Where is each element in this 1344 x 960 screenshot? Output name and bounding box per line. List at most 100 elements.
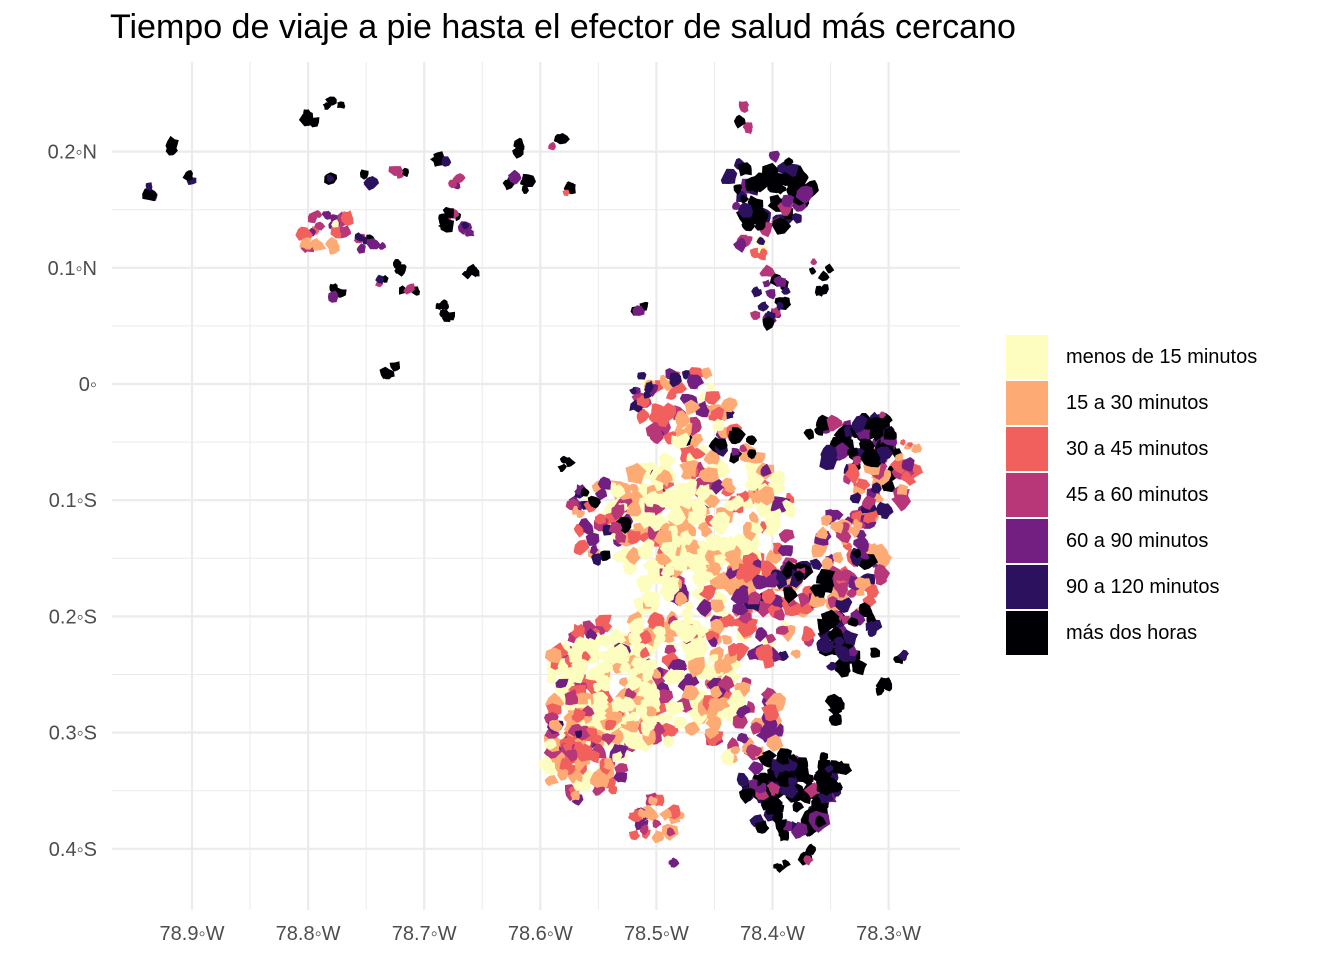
travel-time-area bbox=[858, 550, 870, 560]
travel-time-area bbox=[847, 448, 859, 457]
travel-time-area bbox=[911, 443, 923, 454]
travel-time-area bbox=[659, 808, 672, 821]
travel-time-area bbox=[670, 432, 691, 451]
travel-time-area bbox=[709, 511, 731, 532]
travel-time-area bbox=[698, 467, 719, 483]
travel-time-area bbox=[793, 570, 804, 582]
travel-time-area bbox=[684, 721, 701, 736]
travel-time-area bbox=[379, 366, 392, 379]
travel-time-area bbox=[736, 704, 751, 719]
legend-label: 45 a 60 minutos bbox=[1066, 483, 1209, 506]
travel-time-area bbox=[710, 599, 725, 613]
travel-time-area bbox=[585, 532, 600, 546]
travel-time-area bbox=[698, 584, 717, 602]
travel-time-area bbox=[608, 784, 618, 795]
travel-time-area bbox=[901, 457, 915, 472]
travel-time-area bbox=[639, 512, 657, 529]
travel-time-area bbox=[830, 521, 844, 534]
travel-time-area bbox=[626, 499, 642, 517]
legend-swatch bbox=[1006, 335, 1048, 379]
travel-time-area bbox=[544, 647, 562, 664]
travel-time-area bbox=[771, 810, 783, 825]
travel-time-area bbox=[430, 154, 444, 167]
travel-time-area bbox=[883, 427, 897, 440]
travel-time-area bbox=[704, 546, 724, 567]
travel-time-area bbox=[697, 521, 710, 532]
travel-time-area bbox=[776, 301, 784, 311]
travel-time-area bbox=[875, 685, 885, 696]
travel-time-area bbox=[601, 733, 616, 746]
x-tick-label: 78.8◦W bbox=[276, 923, 341, 945]
travel-time-area bbox=[642, 659, 659, 673]
travel-time-area bbox=[543, 737, 557, 750]
travel-time-area bbox=[882, 680, 893, 692]
travel-time-area bbox=[565, 457, 576, 468]
travel-time-area bbox=[625, 720, 639, 733]
travel-time-area bbox=[625, 546, 642, 565]
travel-time-area bbox=[625, 462, 647, 485]
travel-time-area bbox=[730, 746, 741, 755]
travel-time-area bbox=[652, 819, 662, 829]
legend-swatch bbox=[1006, 473, 1048, 517]
travel-time-area bbox=[820, 556, 834, 571]
travel-time-area bbox=[803, 782, 821, 799]
travel-time-area bbox=[832, 552, 844, 564]
travel-time-area bbox=[563, 712, 573, 722]
travel-time-area bbox=[853, 535, 869, 555]
travel-time-area bbox=[573, 779, 583, 792]
travel-time-area bbox=[696, 540, 709, 549]
travel-time-area bbox=[696, 598, 713, 617]
travel-time-area bbox=[770, 508, 782, 521]
travel-time-area bbox=[740, 533, 760, 553]
y-tick-label: 0.3◦S bbox=[49, 723, 97, 745]
travel-time-area bbox=[901, 470, 911, 482]
travel-time-area bbox=[704, 667, 715, 681]
travel-time-area bbox=[645, 421, 662, 439]
travel-time-area bbox=[339, 225, 352, 239]
travel-time-area bbox=[439, 309, 449, 318]
legend-item: 15 a 30 minutos bbox=[1006, 380, 1257, 426]
travel-time-area bbox=[705, 561, 722, 576]
travel-time-area bbox=[591, 734, 602, 744]
travel-time-area bbox=[748, 511, 759, 524]
travel-time-area bbox=[638, 661, 648, 672]
travel-time-area bbox=[595, 692, 609, 708]
travel-time-area bbox=[824, 764, 834, 773]
travel-time-area bbox=[573, 741, 584, 752]
travel-time-area bbox=[783, 586, 798, 604]
travel-time-regions bbox=[142, 96, 923, 873]
travel-time-area bbox=[626, 703, 636, 712]
travel-time-area bbox=[736, 772, 750, 788]
travel-time-area bbox=[636, 395, 650, 409]
travel-time-area bbox=[754, 820, 770, 834]
travel-time-area bbox=[309, 117, 320, 128]
travel-time-area bbox=[574, 730, 582, 739]
travel-time-area bbox=[605, 719, 617, 731]
travel-time-area bbox=[790, 649, 801, 659]
travel-time-area bbox=[755, 627, 768, 643]
travel-time-area bbox=[618, 677, 629, 687]
y-tick-label: 0.1◦N bbox=[48, 258, 97, 280]
travel-time-area bbox=[652, 668, 662, 679]
travel-time-area bbox=[555, 678, 569, 689]
travel-time-area bbox=[595, 614, 612, 627]
travel-time-area bbox=[705, 381, 717, 391]
travel-time-area bbox=[853, 518, 863, 530]
x-tick-label: 78.7◦W bbox=[392, 923, 457, 945]
travel-time-area bbox=[375, 274, 384, 284]
travel-time-area bbox=[810, 258, 818, 266]
travel-time-area bbox=[755, 644, 773, 661]
travel-time-area bbox=[899, 439, 906, 446]
travel-time-area bbox=[763, 658, 775, 669]
travel-time-area bbox=[674, 483, 691, 499]
travel-time-area bbox=[746, 235, 753, 243]
travel-time-area bbox=[679, 460, 699, 477]
travel-time-area bbox=[641, 591, 661, 607]
travel-time-area bbox=[502, 179, 515, 191]
travel-time-area bbox=[642, 671, 652, 682]
travel-time-area bbox=[674, 716, 688, 729]
travel-time-area bbox=[737, 732, 749, 744]
travel-time-area bbox=[762, 717, 778, 732]
travel-time-area bbox=[707, 406, 725, 423]
